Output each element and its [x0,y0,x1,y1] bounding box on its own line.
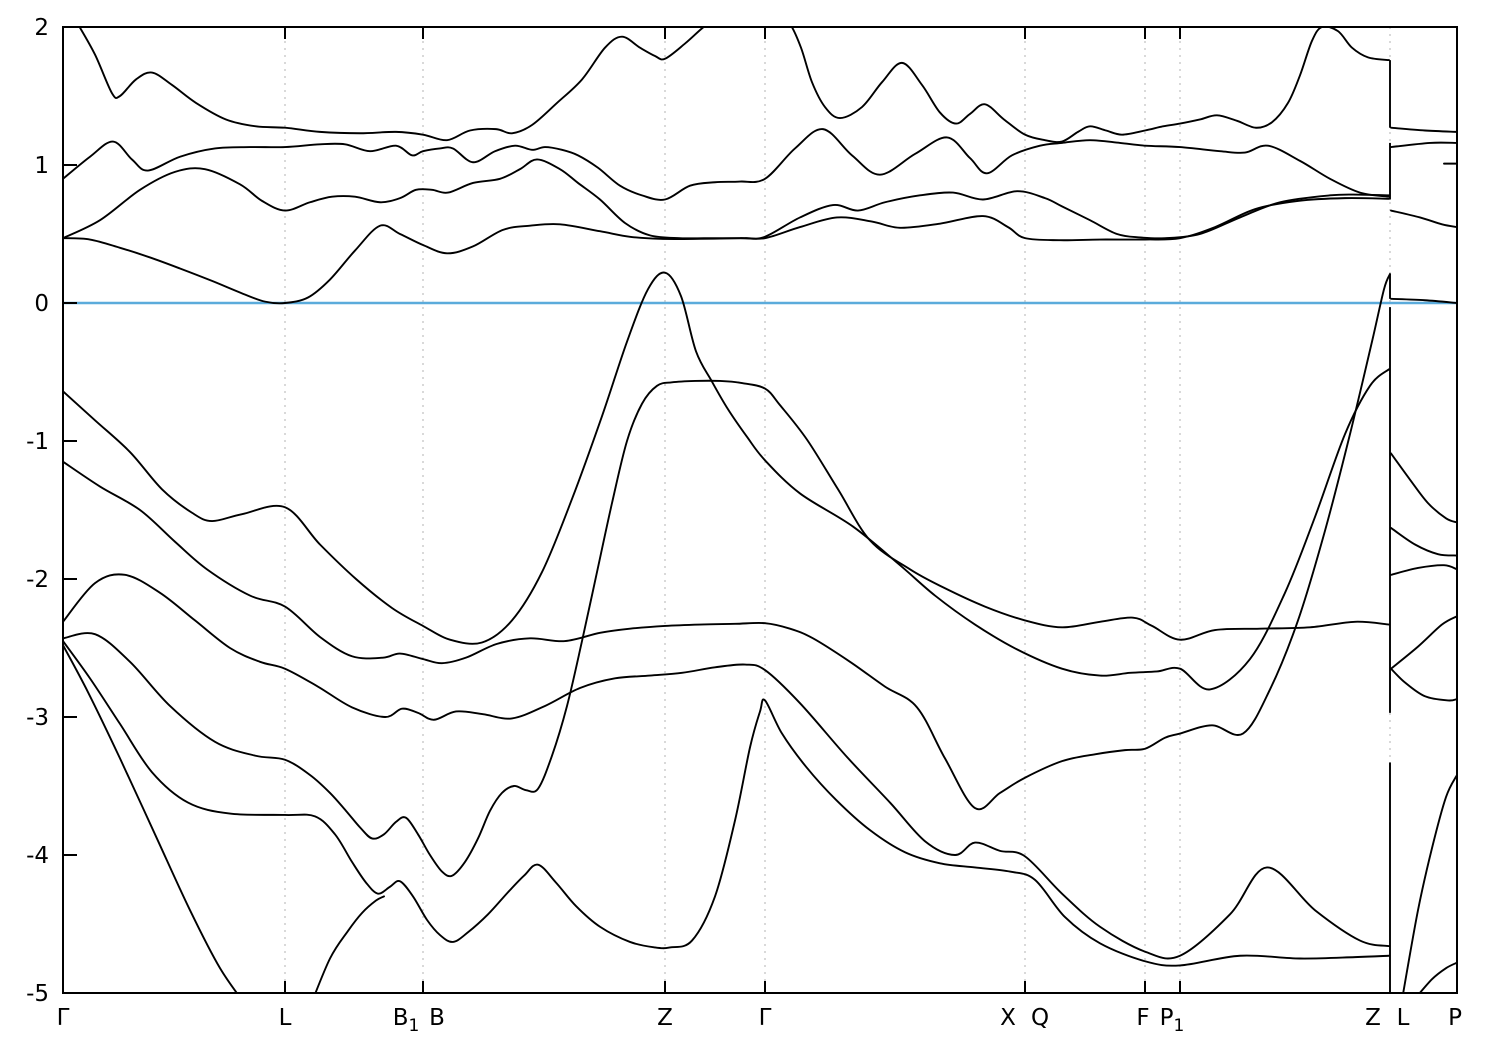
band-right-panel-2 [1390,141,1457,149]
k-point-label: B [429,1005,445,1031]
band-valence-2 [63,273,1391,811]
band-right-panel-8 [1390,615,1457,670]
band-valence-plateau [63,379,1390,878]
band-right-panel-9 [1390,667,1457,702]
plot-border [62,26,1458,994]
band-right-panel-10 [1402,774,1457,993]
k-point-label: Γ [57,1005,70,1031]
k-point-label: P [1448,1005,1462,1031]
y-tick-label: 1 [34,153,49,179]
y-tick-label: -5 [26,981,49,1007]
y-tick-label: -3 [26,705,49,731]
axis-ticks [63,26,1181,994]
y-tick-label: -4 [26,843,49,869]
k-point-label: X [1000,1005,1016,1031]
k-point-label: F [1136,1005,1149,1031]
band-conduction-1 [78,27,1390,144]
band-right-panel-4 [1390,297,1457,304]
k-point-label: L [279,1005,292,1031]
band-conduction-2 [63,128,1390,201]
k-point-label: Z [657,1005,673,1031]
band-valence-1 [63,271,1390,691]
band-right-panel-3 [1390,209,1457,229]
band-conduction-3 [63,158,1390,240]
k-point-label: L [1397,1005,1410,1031]
y-tick-label: 2 [34,15,49,41]
y-tick-label: 0 [34,291,49,317]
k-point-label: P1 [1160,1005,1185,1036]
k-point-label: B1 [393,1005,420,1036]
y-tick-label: -1 [26,429,49,455]
band-right-panel-6 [1390,526,1457,557]
band-right-panel-7 [1390,564,1457,576]
symmetry-gridlines [284,27,1391,993]
energy-bands [63,27,1457,993]
k-point-label: Q [1031,1005,1049,1031]
k-point-label: Z [1365,1005,1381,1031]
y-axis-labels: 2 1 0 -1 -2 -3 -4 -5 [26,15,49,1007]
y-tick-label: -2 [26,567,49,593]
band-valence-4 [63,640,1390,967]
x-axis-labels: Γ L B1 B Z Γ X Q F P1 Z L P [57,1005,1462,1036]
band-valence-3 [63,573,1390,960]
band-right-panel-1 [1390,126,1457,133]
k-point-label: Γ [759,1005,772,1031]
band-right-panel-11 [1418,961,1457,993]
band-right-panel-5 [1390,452,1457,524]
band-valence-5-diver [63,644,238,993]
band-valence-5-return [314,895,385,993]
band-conduction-4 [63,197,1390,305]
